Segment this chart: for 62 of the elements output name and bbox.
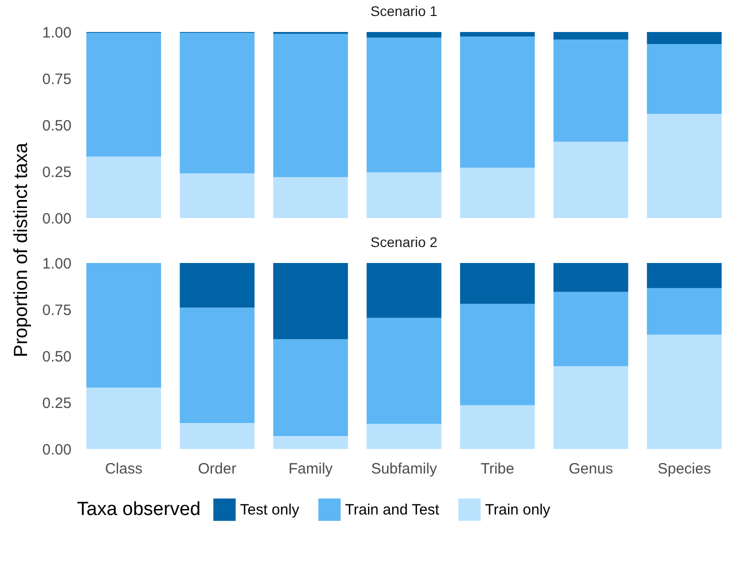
bar	[366, 172, 442, 218]
x-tick-label: Tribe	[480, 460, 514, 478]
chart-title: Scenario 2	[370, 234, 438, 250]
legend-label: Test only	[240, 502, 300, 519]
bar	[180, 308, 255, 423]
bar	[180, 422, 255, 449]
bar	[553, 32, 628, 40]
bar	[273, 436, 348, 449]
bar	[460, 168, 535, 218]
y-tick-label: 0.50	[42, 118, 72, 134]
bar	[366, 38, 442, 172]
y-tick-label: 0.75	[42, 71, 72, 88]
bar	[460, 32, 535, 37]
bar	[646, 334, 722, 449]
x-tick-label: Family	[288, 460, 334, 478]
bar	[646, 44, 722, 114]
y-tick-label: 0.75	[42, 302, 72, 319]
bar	[86, 156, 162, 218]
x-tick-label: Species	[658, 460, 711, 478]
bar	[646, 288, 722, 335]
bar	[86, 263, 162, 388]
bar	[553, 142, 628, 218]
bar	[646, 32, 722, 44]
x-tick-label: Subfamily	[371, 460, 438, 478]
bar	[553, 366, 628, 449]
y-tick-label: 0.50	[42, 348, 72, 366]
bar	[553, 263, 628, 292]
y-tick-label: 0.25	[42, 164, 72, 181]
bar	[180, 173, 255, 218]
bar	[366, 318, 442, 424]
bar	[273, 263, 348, 340]
bar	[366, 263, 442, 318]
bar	[366, 32, 442, 38]
legend-title: Taxa observed	[77, 499, 201, 520]
x-tick-label: Class	[104, 460, 142, 478]
legend-label: Train only	[485, 502, 551, 519]
y-tick-label: 0.00	[42, 210, 72, 228]
bar	[86, 32, 162, 157]
y-tick-label: 1.00	[42, 24, 72, 42]
bar	[460, 304, 535, 406]
bar	[366, 424, 442, 449]
bar	[553, 292, 628, 366]
y-tick-label: 0.00	[42, 442, 72, 458]
bar	[460, 263, 535, 304]
bar	[273, 339, 348, 436]
bar	[180, 32, 255, 174]
y-tick-label: 1.00	[42, 256, 72, 272]
legend-label: Train and Test	[345, 502, 440, 519]
bar	[180, 263, 255, 308]
bar	[460, 405, 535, 449]
x-tick-label: Genus	[568, 460, 613, 478]
bar	[646, 114, 722, 218]
bar	[273, 177, 348, 218]
y-tick-label: 0.25	[42, 395, 72, 412]
chart-title: Scenario 1	[370, 3, 438, 19]
bar	[273, 34, 348, 178]
bar	[553, 39, 628, 142]
bar	[86, 388, 162, 449]
y-axis-title: Proportion of distinct taxa	[11, 142, 33, 358]
bar	[646, 263, 722, 288]
bar	[460, 36, 535, 168]
x-tick-label: Order	[198, 460, 236, 478]
